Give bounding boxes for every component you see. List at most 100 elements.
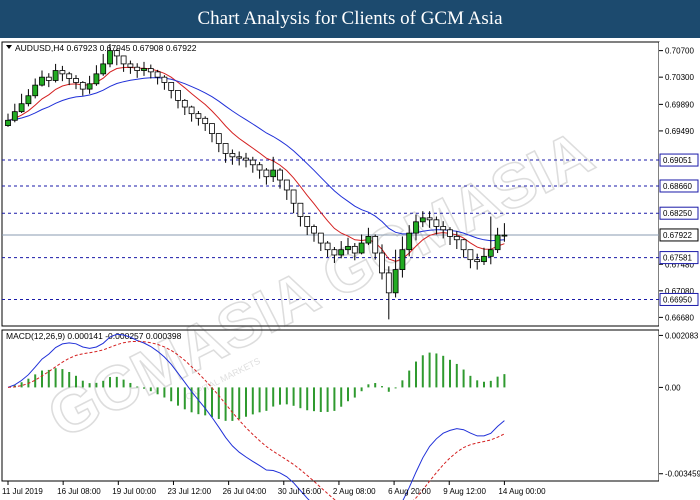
bearish-candle <box>351 245 358 254</box>
bearish-candle <box>127 63 134 68</box>
bullish-candle <box>100 63 107 75</box>
bearish-candle <box>243 157 249 161</box>
candlesticks <box>5 43 508 320</box>
time-tick-label: 30 Jul 16:00 <box>278 487 322 496</box>
bullish-candle <box>406 232 413 251</box>
time-tick-label: 14 Aug 00:00 <box>498 487 546 496</box>
bearish-candle <box>290 189 297 204</box>
bearish-candle <box>460 239 467 251</box>
symbol-dropdown-icon[interactable] <box>6 45 12 49</box>
horizontal-levels: 0.69051 0.68660 0.68250 0.67581 0.66950 0.679… <box>2 153 699 306</box>
price-panel-frame <box>1 41 660 327</box>
bearish-candle <box>229 153 236 158</box>
bearish-candle <box>209 123 215 134</box>
current-price-label: 0.67922 <box>663 231 692 240</box>
bullish-candle <box>392 269 399 294</box>
level-tag <box>659 292 699 306</box>
trading-chart: GCMASIA GCMASIA CAPITAL MARKETS AUDUSD,H… <box>1 41 700 500</box>
time-tick-label: 19 Jul 00:00 <box>112 487 156 496</box>
bearish-candle <box>311 226 317 234</box>
bearish-candle <box>283 179 290 191</box>
macd-signal-line <box>7 340 505 500</box>
chart-title: Chart Analysis for Clients of GCM Asia <box>197 8 503 29</box>
level-tag <box>659 153 699 167</box>
level-tag <box>659 251 699 265</box>
bullish-candle <box>107 50 113 65</box>
bearish-candle <box>447 229 453 237</box>
bearish-candle <box>467 249 474 261</box>
bearish-candle <box>372 236 379 254</box>
chart-title-banner: Chart Analysis for Clients of GCM Asia <box>0 0 700 38</box>
bearish-candle <box>297 202 304 217</box>
price-tick-label: 0.67480 <box>665 260 694 269</box>
level-label: 0.68250 <box>663 209 692 218</box>
bearish-candle <box>120 55 127 65</box>
bullish-candle <box>86 83 93 90</box>
level-label: 0.68660 <box>663 182 692 191</box>
bearish-candle <box>426 217 433 221</box>
bearish-candle <box>66 73 73 79</box>
bearish-candle <box>249 159 256 166</box>
bullish-candle <box>18 103 25 113</box>
bullish-candle <box>399 249 406 270</box>
level-label: 0.69051 <box>663 156 692 165</box>
price-tick-label: 0.66680 <box>665 313 694 322</box>
bullish-candle <box>338 249 345 256</box>
level-tag <box>659 179 699 193</box>
bullish-candle <box>5 119 11 127</box>
bearish-candle <box>168 82 175 91</box>
bearish-candle <box>73 78 79 83</box>
ma-slow-line <box>7 77 505 242</box>
current-price-tag <box>659 228 699 242</box>
bearish-candle <box>134 66 141 71</box>
bearish-candle <box>202 117 209 125</box>
bearish-candle <box>453 236 460 241</box>
bullish-candle <box>25 95 32 105</box>
price-tick-label: 0.67080 <box>665 287 694 296</box>
bearish-candle <box>324 242 331 251</box>
bearish-candle <box>433 219 440 227</box>
price-tick-label: 0.70300 <box>665 73 694 82</box>
bearish-candle <box>236 156 243 159</box>
time-tick-label: 23 Jul 12:00 <box>167 487 211 496</box>
macd-tick-label: 0.00 <box>665 383 681 392</box>
bearish-candle <box>113 50 120 57</box>
level-tag <box>659 206 699 220</box>
bullish-candle <box>270 169 277 178</box>
bearish-candle <box>379 252 385 274</box>
bearish-candle <box>161 76 168 83</box>
bearish-candle <box>263 169 270 178</box>
bearish-candle <box>331 249 338 256</box>
macd-tick-label: 0.002083 <box>665 331 699 340</box>
price-header: AUDUSD,H4 0.67923 0.67945 0.67908 0.6792… <box>15 43 197 53</box>
bullish-candle <box>93 73 100 85</box>
bullish-candle <box>413 221 419 234</box>
price-axis-ticks: 0.70700 0.70300 0.69890 0.69490 0.67480 0.670… <box>659 47 694 322</box>
bullish-candle <box>52 70 59 81</box>
macd-tick-label: -0.003459 <box>665 470 700 479</box>
time-tick-label: 9 Aug 12:00 <box>443 487 486 496</box>
bearish-candle <box>154 71 161 78</box>
bullish-candle <box>487 249 494 257</box>
bullish-candle <box>39 76 45 86</box>
macd-line <box>7 333 505 500</box>
time-tick-label: 11 Jul 2019 <box>2 487 43 496</box>
time-axis: 11 Jul 2019 16 Jul 08:00 19 Jul 00:00 23 Ju… <box>2 481 546 496</box>
bullish-candle <box>501 234 508 237</box>
macd-header: MACD(12,26,9) 0.000141 -0.000257 0.00039… <box>6 331 182 341</box>
bearish-candle <box>222 143 229 154</box>
bullish-candle <box>358 242 365 254</box>
bearish-candle <box>256 164 263 171</box>
bullish-candle <box>365 236 372 244</box>
bearish-candle <box>147 68 154 73</box>
level-label: 0.67581 <box>663 254 692 263</box>
bearish-candle <box>45 76 52 81</box>
macd-indicator: 0.002083 0.00 -0.003459 <box>7 331 700 500</box>
time-tick-label: 16 Jul 08:00 <box>57 487 101 496</box>
bullish-candle <box>32 84 39 97</box>
bullish-candle <box>419 217 426 223</box>
bearish-candle <box>195 113 202 119</box>
bearish-candle <box>317 232 324 244</box>
level-label: 0.66950 <box>663 295 692 304</box>
time-tick-label: 26 Jul 04:00 <box>223 487 267 496</box>
